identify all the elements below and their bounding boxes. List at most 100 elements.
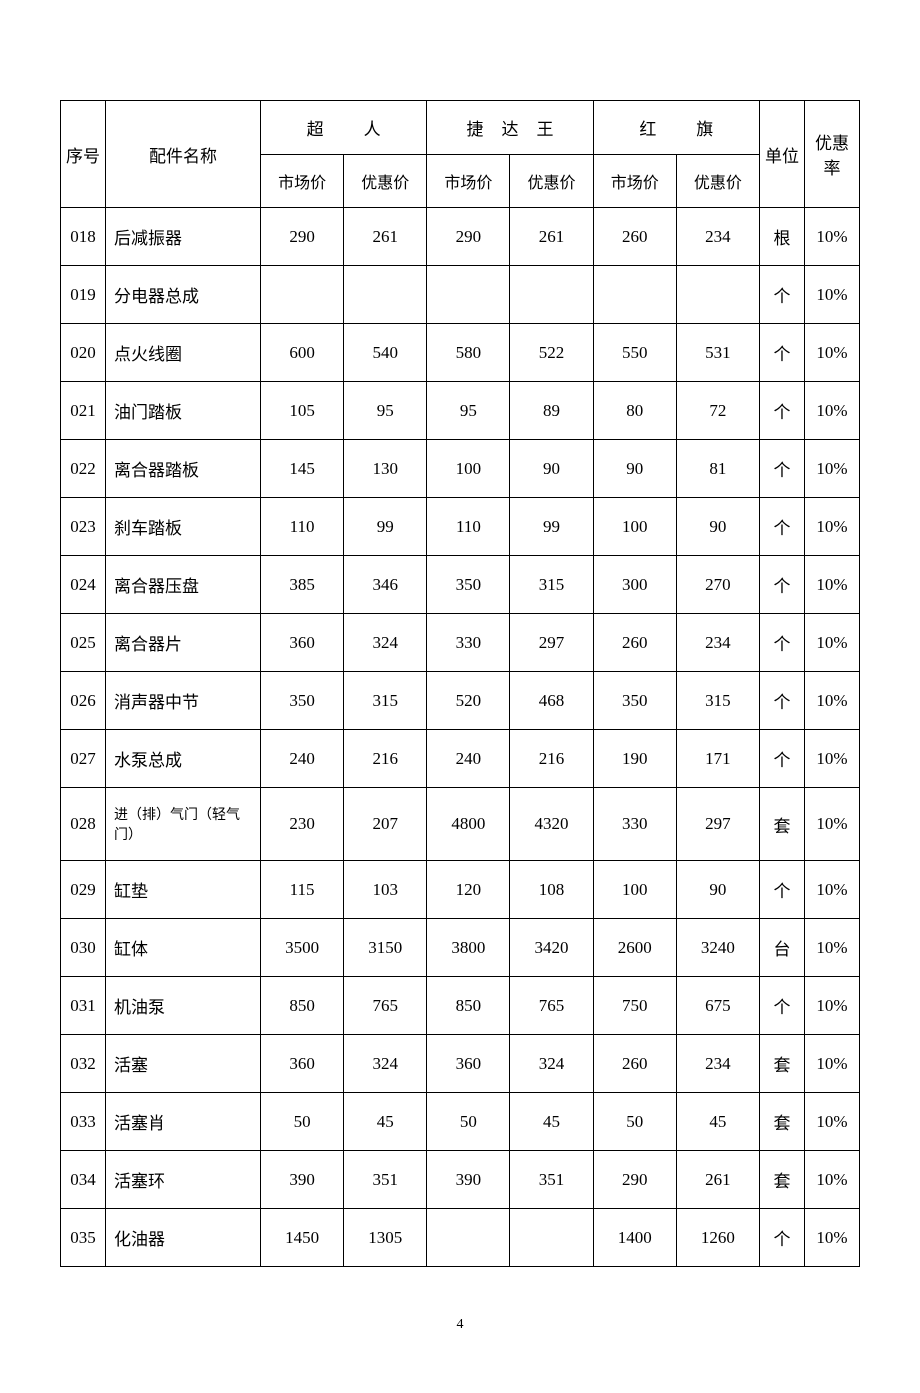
cell-unit: 个: [760, 1209, 805, 1267]
cell-rate: 10%: [805, 1035, 860, 1093]
cell-name: 缸体: [106, 919, 261, 977]
cell-discount2: 45: [510, 1093, 593, 1151]
cell-name: 机油泵: [106, 977, 261, 1035]
header-brand1: 超人: [261, 101, 427, 155]
cell-market3: 330: [593, 788, 676, 861]
cell-discount2: 99: [510, 498, 593, 556]
cell-market1: 290: [261, 208, 344, 266]
cell-discount3: 531: [676, 324, 759, 382]
cell-discount1: 540: [344, 324, 427, 382]
cell-rate: 10%: [805, 672, 860, 730]
cell-unit: 个: [760, 730, 805, 788]
cell-seq: 025: [61, 614, 106, 672]
cell-name: 离合器压盘: [106, 556, 261, 614]
cell-name: 活塞: [106, 1035, 261, 1093]
cell-seq: 032: [61, 1035, 106, 1093]
cell-discount1: 207: [344, 788, 427, 861]
cell-unit: 个: [760, 977, 805, 1035]
header-brand2: 捷达王: [427, 101, 593, 155]
header-seq: 序号: [61, 101, 106, 208]
cell-rate: 10%: [805, 1093, 860, 1151]
cell-discount3: 1260: [676, 1209, 759, 1267]
cell-market3: 260: [593, 614, 676, 672]
cell-unit: 根: [760, 208, 805, 266]
cell-discount1: 351: [344, 1151, 427, 1209]
cell-seq: 027: [61, 730, 106, 788]
header-market2: 市场价: [427, 155, 510, 208]
cell-market3: 90: [593, 440, 676, 498]
cell-market2: 330: [427, 614, 510, 672]
cell-name: 离合器踏板: [106, 440, 261, 498]
cell-name: 后减振器: [106, 208, 261, 266]
cell-discount1: 324: [344, 614, 427, 672]
cell-market2: 850: [427, 977, 510, 1035]
cell-name: 活塞肖: [106, 1093, 261, 1151]
cell-seq: 028: [61, 788, 106, 861]
cell-unit: 个: [760, 672, 805, 730]
cell-discount1: 1305: [344, 1209, 427, 1267]
cell-discount3: 234: [676, 1035, 759, 1093]
cell-seq: 026: [61, 672, 106, 730]
cell-discount1: 99: [344, 498, 427, 556]
cell-discount3: 72: [676, 382, 759, 440]
cell-market2: 100: [427, 440, 510, 498]
cell-discount3: 90: [676, 498, 759, 556]
cell-seq: 023: [61, 498, 106, 556]
table-row: 025离合器片360324330297260234个10%: [61, 614, 860, 672]
cell-market3: 1400: [593, 1209, 676, 1267]
cell-seq: 030: [61, 919, 106, 977]
cell-discount3: [676, 266, 759, 324]
table-row: 026消声器中节350315520468350315个10%: [61, 672, 860, 730]
cell-discount3: 315: [676, 672, 759, 730]
table-row: 033活塞肖504550455045套10%: [61, 1093, 860, 1151]
cell-seq: 020: [61, 324, 106, 382]
cell-discount1: [344, 266, 427, 324]
cell-seq: 022: [61, 440, 106, 498]
cell-discount3: 297: [676, 788, 759, 861]
header-name: 配件名称: [106, 101, 261, 208]
cell-rate: 10%: [805, 614, 860, 672]
cell-discount1: 95: [344, 382, 427, 440]
cell-unit: 套: [760, 1093, 805, 1151]
cell-discount1: 45: [344, 1093, 427, 1151]
cell-discount2: 522: [510, 324, 593, 382]
cell-discount3: 270: [676, 556, 759, 614]
cell-seq: 029: [61, 861, 106, 919]
table-row: 022离合器踏板145130100909081个10%: [61, 440, 860, 498]
cell-unit: 台: [760, 919, 805, 977]
cell-discount3: 261: [676, 1151, 759, 1209]
cell-unit: 套: [760, 788, 805, 861]
cell-rate: 10%: [805, 324, 860, 382]
cell-seq: 031: [61, 977, 106, 1035]
cell-name: 分电器总成: [106, 266, 261, 324]
cell-rate: 10%: [805, 730, 860, 788]
cell-market2: [427, 1209, 510, 1267]
cell-market1: 110: [261, 498, 344, 556]
cell-discount3: 171: [676, 730, 759, 788]
cell-discount1: 346: [344, 556, 427, 614]
header-market3: 市场价: [593, 155, 676, 208]
cell-market1: 360: [261, 614, 344, 672]
table-row: 018后减振器290261290261260234根10%: [61, 208, 860, 266]
cell-rate: 10%: [805, 498, 860, 556]
cell-discount3: 234: [676, 614, 759, 672]
cell-discount2: 351: [510, 1151, 593, 1209]
cell-market2: 350: [427, 556, 510, 614]
cell-seq: 034: [61, 1151, 106, 1209]
cell-seq: 024: [61, 556, 106, 614]
table-row: 028进（排）气门（轻气门）23020748004320330297套10%: [61, 788, 860, 861]
cell-name: 化油器: [106, 1209, 261, 1267]
cell-market1: 115: [261, 861, 344, 919]
cell-market1: 3500: [261, 919, 344, 977]
cell-market2: 520: [427, 672, 510, 730]
cell-market1: 385: [261, 556, 344, 614]
cell-rate: 10%: [805, 1151, 860, 1209]
cell-discount2: 468: [510, 672, 593, 730]
cell-discount1: 3150: [344, 919, 427, 977]
parts-price-table: 序号 配件名称 超人 捷达王 红旗 单位 优惠率 市场价 优惠价 市场价 优惠价…: [60, 100, 860, 1267]
cell-discount2: 261: [510, 208, 593, 266]
cell-name: 油门踏板: [106, 382, 261, 440]
cell-discount2: 108: [510, 861, 593, 919]
cell-discount2: 4320: [510, 788, 593, 861]
table-row: 021油门踏板1059595898072个10%: [61, 382, 860, 440]
